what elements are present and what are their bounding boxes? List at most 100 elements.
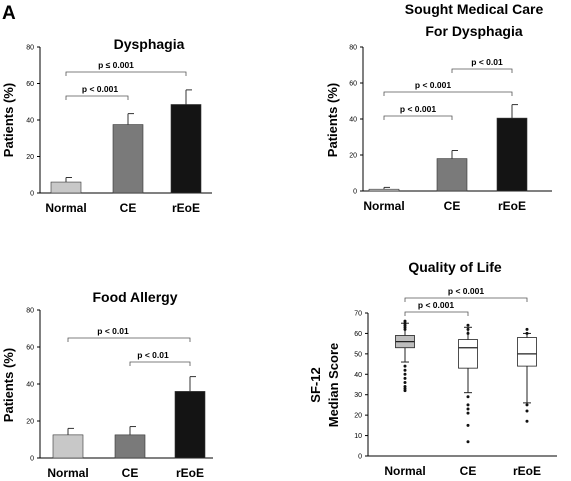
outlier-point (466, 411, 470, 415)
outlier-point (403, 364, 407, 368)
x-tick-label: rEoE (498, 199, 526, 213)
bar (170, 104, 202, 194)
y-tick-label: 40 (26, 118, 34, 125)
box (458, 339, 478, 369)
y-axis-label: Patients (%) (1, 83, 16, 157)
x-tick-label: CE (460, 464, 477, 478)
outlier-point (403, 372, 407, 376)
bar (368, 188, 400, 192)
bar (174, 391, 206, 459)
significance-bracket (451, 68, 513, 73)
outlier-point (403, 385, 407, 389)
y-tick-label: 60 (26, 345, 34, 352)
bar (112, 124, 144, 194)
y-tick-label: 20 (349, 153, 357, 160)
y-tick-label: 10 (354, 433, 362, 440)
y-tick-label: 0 (30, 456, 34, 463)
y-tick-label: 40 (354, 372, 362, 379)
y-tick-label: 40 (349, 117, 357, 124)
y-tick-label: 60 (354, 331, 362, 338)
significance-bracket (404, 311, 469, 316)
y-tick-label: 0 (353, 189, 357, 196)
chart-title: For Dysphagia (425, 23, 522, 39)
quality-of-life-chart: Quality of Life SF-12 Median Score 0 10 20 30 4… (308, 259, 557, 478)
y-tick-label: 20 (354, 413, 362, 420)
x-tick-label: rEoE (513, 464, 541, 478)
y-tick-label: 20 (26, 154, 34, 161)
outlier-point (403, 319, 407, 323)
significance-label: p ≤ 0.001 (98, 60, 134, 70)
x-tick-label: Normal (45, 201, 86, 215)
y-tick-label: 70 (354, 311, 362, 318)
x-tick-label: rEoE (176, 466, 204, 480)
x-tick-label: rEoE (172, 201, 200, 215)
outlier-point (525, 409, 529, 413)
y-tick-label: 50 (354, 351, 362, 358)
y-axis-label: Patients (%) (1, 348, 16, 422)
bar (114, 434, 146, 459)
outlier-point (466, 407, 470, 411)
significance-label: p < 0.001 (415, 80, 451, 90)
box (517, 337, 537, 367)
y-tick-label: 40 (26, 382, 34, 389)
x-tick-label: Normal (363, 199, 404, 213)
outlier-point (466, 331, 470, 335)
significance-bracket (383, 91, 513, 96)
y-axis-label: Median Score (326, 343, 341, 428)
outlier-point (403, 368, 407, 372)
outlier-point (466, 423, 470, 427)
chart-title: Sought Medical Care (405, 1, 544, 17)
outlier-point (466, 403, 470, 407)
chart-title: Quality of Life (408, 259, 502, 275)
outlier-point (466, 327, 470, 331)
significance-bracket (129, 361, 191, 366)
y-tick-label: 60 (349, 81, 357, 88)
x-tick-label: CE (122, 466, 139, 480)
y-tick-label: 30 (354, 392, 362, 399)
outlier-point (525, 327, 529, 331)
panel-letter: A (2, 3, 16, 24)
significance-label: p < 0.001 (82, 84, 118, 94)
y-tick-label: 80 (26, 308, 34, 315)
outlier-point (466, 323, 470, 327)
significance-label: p < 0.01 (137, 350, 169, 360)
dysphagia-chart: Dysphagia Patients (%) 0 20 40 60 80 Normal CE rE… (1, 36, 212, 215)
significance-bracket (404, 297, 528, 302)
outlier-point (525, 419, 529, 423)
y-tick-label: 60 (26, 81, 34, 88)
x-tick-label: Normal (384, 464, 425, 478)
x-tick-label: Normal (47, 466, 88, 480)
bar (52, 434, 84, 459)
bar (436, 158, 468, 192)
y-axis-label: SF-12 (308, 367, 323, 402)
outlier-point (525, 331, 529, 335)
y-tick-label: 0 (358, 454, 362, 461)
significance-bracket (65, 95, 129, 100)
food-allergy-chart: Food Allergy Patients (%) 0 20 40 60 80 Normal C… (1, 289, 213, 480)
significance-bracket (65, 71, 187, 76)
y-axis-label: Patients (%) (325, 83, 340, 157)
significance-bracket (67, 337, 191, 342)
chart-title: Dysphagia (114, 36, 185, 52)
bar (496, 117, 528, 192)
chart-title: Food Allergy (92, 289, 177, 305)
significance-label: p < 0.01 (471, 57, 503, 67)
significance-label: p < 0.001 (448, 286, 484, 296)
outlier-point (403, 380, 407, 384)
outlier-point (466, 440, 470, 444)
x-tick-label: CE (444, 199, 461, 213)
sought-medical-care-chart: Sought Medical Care For Dysphagia Patients… (325, 1, 552, 213)
x-tick-label: CE (120, 201, 137, 215)
significance-label: p < 0.001 (400, 104, 436, 114)
outlier-point (466, 395, 470, 399)
significance-label: p < 0.001 (418, 300, 454, 310)
outlier-point (403, 376, 407, 380)
significance-label: p < 0.01 (97, 326, 129, 336)
y-tick-label: 20 (26, 419, 34, 426)
significance-bracket (383, 115, 453, 120)
bar (50, 181, 82, 194)
outlier-point (525, 403, 529, 407)
y-tick-label: 80 (26, 45, 34, 52)
y-tick-label: 80 (349, 45, 357, 52)
